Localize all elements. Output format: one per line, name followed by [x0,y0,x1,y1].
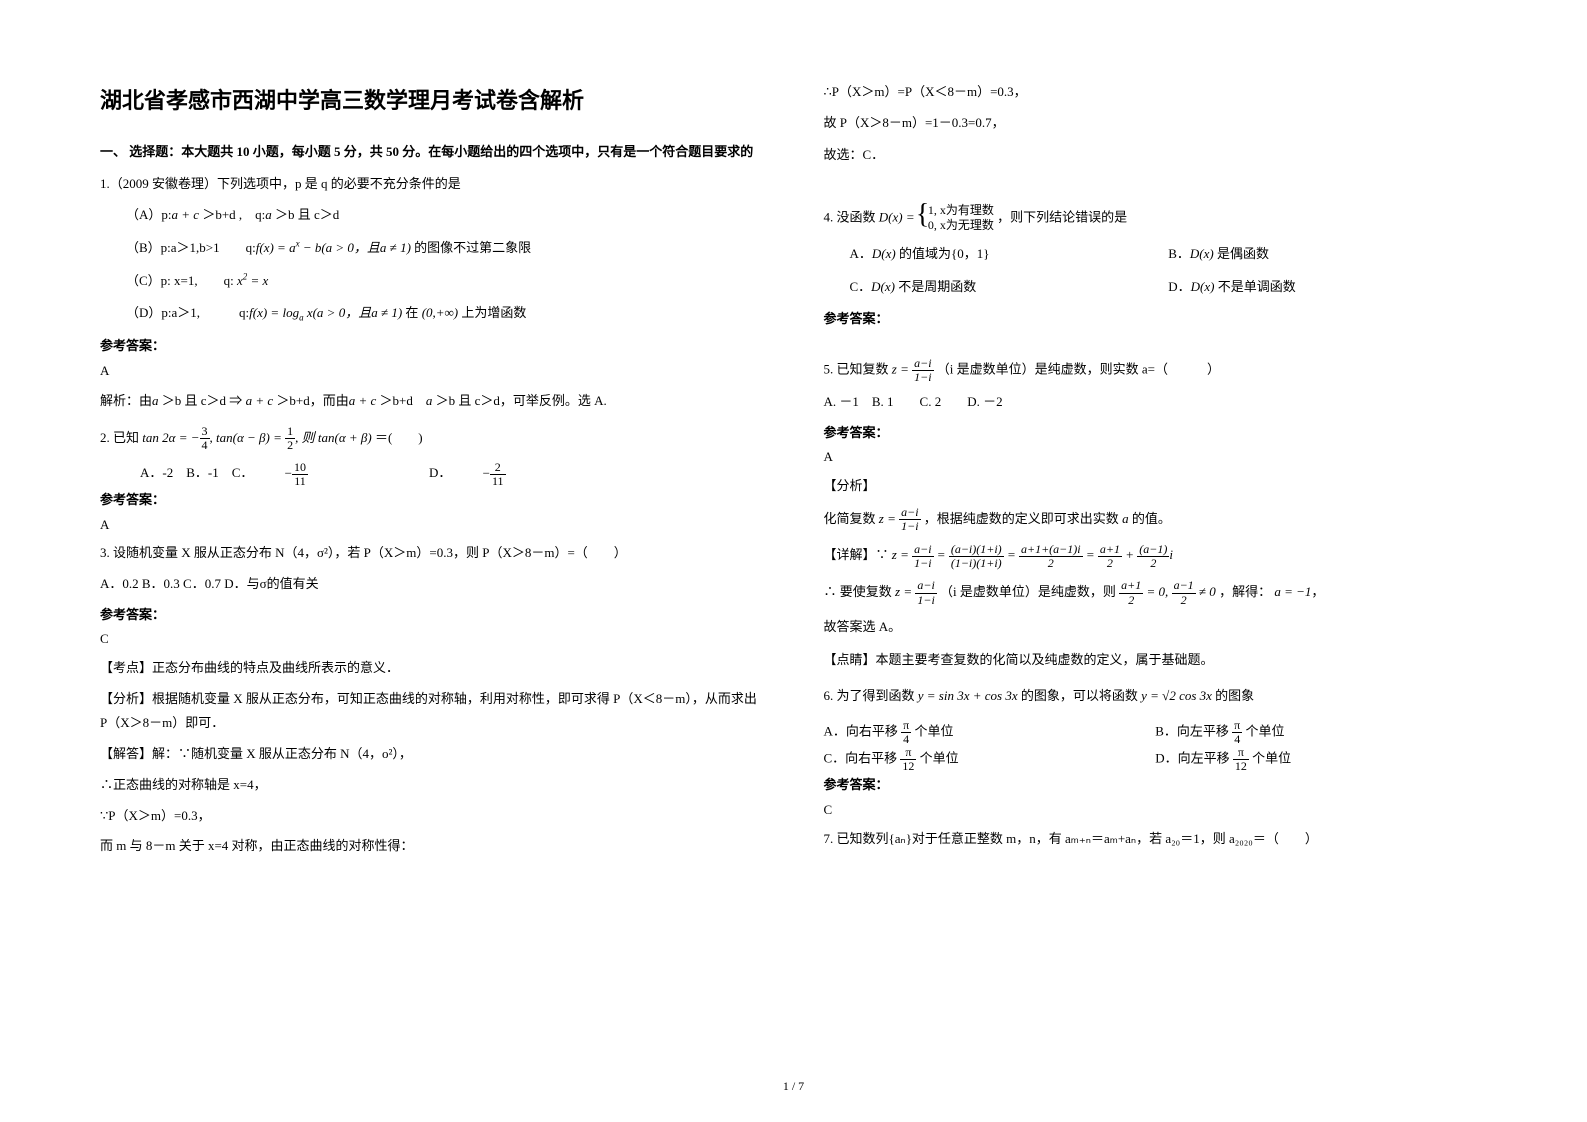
q2-stem: 2. 已知 tan 2α = −34, tan(α − β) = 12, 则 t… [100,424,764,453]
q3-l1: 【考点】正态分布曲线的特点及曲线所表示的意义． [100,656,764,681]
q5-l2: 化简复数 z = a−i1−i ，根据纯虚数的定义即可求出实数 a 的值。 [824,505,1488,534]
q3-r2: 故 P（X＞8－m）=1－0.3=0.7， [824,111,1488,136]
q3-ans-label: 参考答案： [100,603,764,628]
q1-optD: （D）p:a＞1, q:f(x) = loga x(a > 0，且a ≠ 1) … [100,301,764,326]
q5-ans-label: 参考答案： [824,421,1488,446]
q5-ans: A [824,445,1488,470]
q7-stem: 7. 已知数列{aₙ}对于任意正整数 m，n，有 aₘ₊ₙ＝aₘ+aₙ，若 a₂… [824,827,1488,852]
q1-ans-label: 参考答案： [100,334,764,359]
q4-row1: A．D(x) 的值域为{0，1} B．D(x) 是偶函数 [824,242,1488,267]
q6-stem: 6. 为了得到函数 y = sin 3x + cos 3x 的图象，可以将函数 … [824,682,1488,711]
q1-optB: （B）p:a＞1,b>1 q:f(x) = ax − b(a > 0，且a ≠ … [100,236,764,261]
q5-l4: ∴ 要使复数 z = a−i1−i （i 是虚数单位）是纯虚数，则 a+12 =… [824,578,1488,607]
right-column: ∴P（X＞m）=P（X＜8－m）=0.3， 故 P（X＞8－m）=1－0.3=0… [824,80,1488,1040]
q6-row1: A．向右平移 π4 个单位 B．向左平移 π4 个单位 [824,719,1488,746]
q1-optC: （C）p: x=1, q: x2 = x [100,269,764,294]
q3-r1: ∴P（X＞m）=P（X＜8－m）=0.3， [824,80,1488,105]
q6-row2: C．向右平移 π12 个单位 D．向左平移 π12 个单位 [824,746,1488,773]
q3-l3: 【解答】解：∵随机变量 X 服从正态分布 N（4，o²）， [100,742,764,767]
q4-ans-label: 参考答案： [824,307,1488,332]
q2-ans-label: 参考答案： [100,488,764,513]
q2-opts: A．-2 B．-1 C． −1011 D． −211 [100,461,764,488]
q1-stem: 1.（2009 安徽卷理）下列选项中，p 是 q 的必要不充分条件的是 [100,172,764,197]
q3-l2: 【分析】根据随机变量 X 服从正态分布，可知正态曲线的对称轴，利用对称性，即可求… [100,687,764,736]
q3-l4: ∴正态曲线的对称轴是 x=4， [100,773,764,798]
q5-opts: A. －1 B. 1 C. 2 D. －2 [824,390,1488,415]
section-1-head: 一、 选择题：本大题共 10 小题，每小题 5 分，共 50 分。在每小题给出的… [100,140,764,165]
q5-l3: 【详解】∵ z = a−i1−i = (a−i)(1+i)(1−i)(1+i) … [824,541,1488,570]
q5-l1: 【分析】 [824,474,1488,499]
q5-l6: 【点睛】本题主要考查复数的化简以及纯虚数的定义，属于基础题。 [824,646,1488,675]
q3-ans: C [100,627,764,652]
q4-stem: 4. 没函数 D(x) = 1, x为有理数 0, x为无理数 ，则下列结论错误… [824,203,1488,234]
q3-l6: 而 m 与 8－m 关于 x=4 对称，由正态曲线的对称性得： [100,834,764,859]
q1-optA: （A）p:a + c ＞b+d , q:a ＞b 且 c＞d [100,203,764,228]
q5-l5: 故答案选 A。 [824,615,1488,640]
q6-ans: C [824,798,1488,823]
doc-title: 湖北省孝感市西湖中学高三数学理月考试卷含解析 [100,80,764,122]
q2-ans: A [100,513,764,538]
q3-opts: A．0.2 B．0.3 C．0.7 D．与σ的值有关 [100,572,764,597]
page-number: 1 / 7 [0,1075,1587,1098]
q3-l5: ∵P（X＞m）=0.3， [100,804,764,829]
q1-explain: 解析：由a ＞b 且 c＞d ⇒ a + c ＞b+d，而由a + c ＞b+d… [100,387,764,416]
q6-ans-label: 参考答案： [824,773,1488,798]
q4-row2: C．D(x) 不是周期函数 D．D(x) 不是单调函数 [824,275,1488,300]
left-column: 湖北省孝感市西湖中学高三数学理月考试卷含解析 一、 选择题：本大题共 10 小题… [100,80,764,1040]
q5-stem: 5. 已知复数 z = a−i1−i （i 是虚数单位）是纯虚数，则实数 a=（… [824,357,1488,384]
q3-r3: 故选：C． [824,141,1488,170]
q3-stem: 3. 设随机变量 X 服从正态分布 N（4，σ²），若 P（X＞m）=0.3，则… [100,541,764,566]
q1-ans: A [100,359,764,384]
